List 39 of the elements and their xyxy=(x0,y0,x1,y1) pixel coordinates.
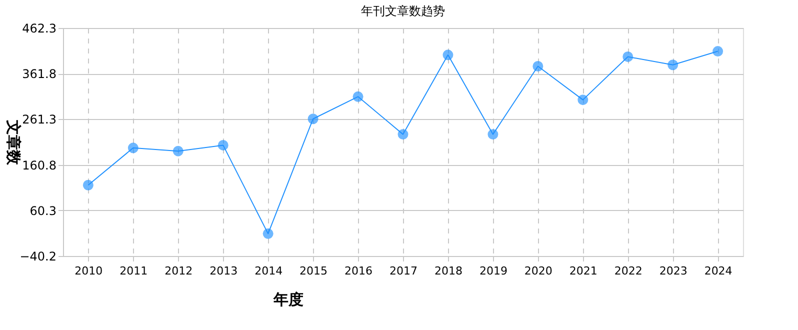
x-tick-label: 2024 xyxy=(704,264,732,278)
point xyxy=(172,146,184,156)
x-tick-label: 2015 xyxy=(300,264,328,278)
point xyxy=(488,129,498,140)
y-tick-label: 160.8 xyxy=(22,158,56,172)
x-tick-label: 2013 xyxy=(210,264,238,278)
point xyxy=(712,46,724,57)
point xyxy=(578,94,588,106)
x-tick-label: 2019 xyxy=(479,264,508,278)
point xyxy=(668,60,678,70)
y-tick-label: 60.3 xyxy=(30,204,56,218)
point xyxy=(308,114,318,124)
x-axis-title: 年度 xyxy=(272,290,304,308)
x-tick-label: 2022 xyxy=(614,264,642,278)
point xyxy=(128,142,138,154)
point xyxy=(262,228,274,239)
point xyxy=(532,61,544,72)
x-tick-label: 2023 xyxy=(659,264,688,278)
x-tick-label: 2017 xyxy=(390,264,418,278)
x-tick-label: 2010 xyxy=(74,264,103,278)
point xyxy=(218,140,228,150)
x-tick-label: 2020 xyxy=(524,264,552,278)
x-tick-label: 2018 xyxy=(434,264,462,278)
y-tick-label: 462.3 xyxy=(22,22,56,36)
y-tick-label: −40.2 xyxy=(20,250,56,264)
y-tick-label: 261.3 xyxy=(22,112,56,127)
y-axis-title: 文章数 xyxy=(4,119,23,166)
chart-title: 年刊文章数趋势 xyxy=(361,4,445,18)
x-tick-label: 2011 xyxy=(120,264,148,278)
y-tick-label: 361.8 xyxy=(22,67,56,82)
x-tick-label: 2021 xyxy=(569,264,598,278)
point xyxy=(398,129,408,140)
point xyxy=(352,91,364,102)
x-tick-label: 2012 xyxy=(164,264,193,278)
point xyxy=(622,51,634,62)
point xyxy=(442,50,454,60)
x-tick-label: 2014 xyxy=(254,264,283,278)
x-tick-label: 2016 xyxy=(344,264,373,278)
point xyxy=(82,180,94,190)
